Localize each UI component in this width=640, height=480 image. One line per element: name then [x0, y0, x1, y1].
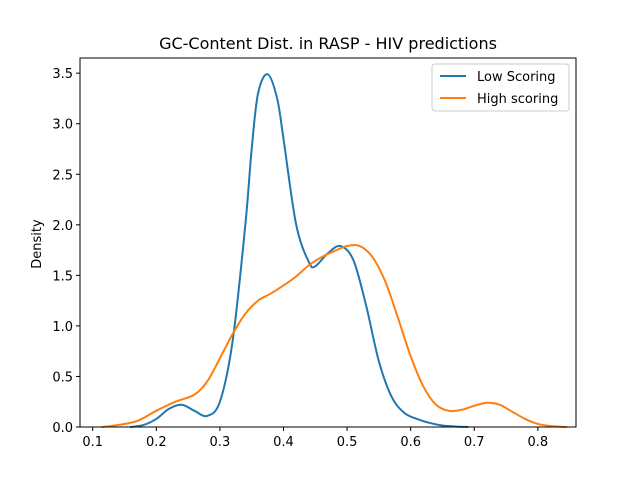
- legend-label-high-scoring: High scoring: [477, 92, 558, 107]
- series-line-high-scoring: [101, 244, 568, 428]
- legend-box: [431, 63, 570, 112]
- x-tick-label: 0.6: [400, 435, 421, 450]
- y-tick-label: 0.5: [52, 370, 73, 385]
- plot-frame: [79, 57, 577, 428]
- plot-area: [101, 73, 568, 428]
- y-tick-label: 3.0: [52, 118, 73, 133]
- legend-label-low-scoring: Low Scoring: [477, 70, 556, 85]
- x-tick-label: 0.8: [528, 435, 549, 450]
- y-tick-label: 1.0: [52, 320, 73, 335]
- y-tick-label: 1.5: [52, 269, 73, 284]
- series-line-low-scoring: [129, 73, 469, 428]
- y-tick-label: 3.5: [52, 67, 73, 82]
- y-tick-label: 2.5: [52, 168, 73, 183]
- x-tick-label: 0.1: [82, 435, 103, 450]
- x-tick-label: 0.3: [210, 435, 231, 450]
- axis-ticks: 0.1 0.2 0.3 0.4 0.5 0.6 0.7 0.8 0.0 0.5 1.0 1.5 2.0 2…: [52, 67, 548, 450]
- y-axis-label: Density: [30, 219, 45, 269]
- legend: Low Scoring High scoring: [431, 63, 570, 112]
- y-tick-label: 2.0: [52, 219, 73, 234]
- x-tick-label: 0.7: [464, 435, 485, 450]
- y-tick-label: 0.0: [52, 421, 73, 436]
- x-tick-label: 0.2: [146, 435, 167, 450]
- x-tick-label: 0.5: [337, 435, 358, 450]
- chart-title: GC-Content Dist. in RASP - HIV predictio…: [159, 34, 497, 53]
- x-tick-label: 0.4: [273, 435, 294, 450]
